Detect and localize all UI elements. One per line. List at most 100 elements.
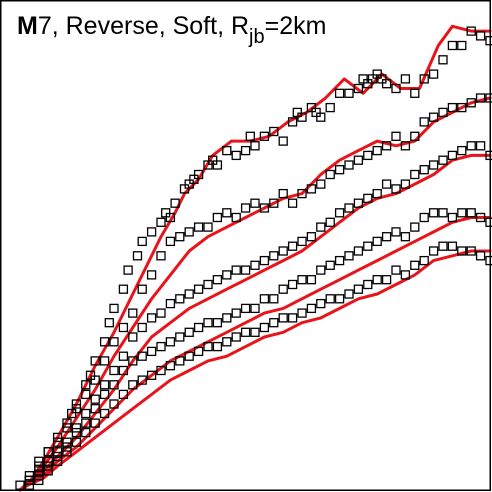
observed-point	[428, 208, 439, 218]
observed-point	[179, 184, 190, 194]
observed-point	[334, 208, 345, 218]
observed-point	[372, 236, 382, 247]
observed-point	[457, 40, 467, 51]
observed-point	[193, 284, 204, 294]
observed-point	[391, 184, 401, 194]
observed-point	[99, 337, 110, 347]
observed-point	[137, 322, 147, 333]
observed-point	[193, 322, 204, 333]
title-distance: =2km	[265, 12, 327, 40]
observed-point	[372, 69, 382, 79]
observed-point	[52, 451, 63, 462]
observed-point	[466, 141, 476, 151]
observed-point	[400, 270, 411, 280]
observed-point	[62, 442, 72, 452]
observed-point	[99, 408, 110, 419]
observed-point	[419, 212, 429, 223]
observed-point	[287, 241, 298, 251]
observed-point	[316, 179, 326, 189]
observed-point	[118, 284, 129, 294]
fitted-curve-5	[18, 249, 492, 492]
observed-point	[428, 112, 439, 122]
observed-point	[175, 332, 185, 342]
observed-point	[222, 337, 232, 347]
observed-point	[353, 198, 364, 208]
observed-point	[90, 356, 100, 366]
observed-point	[146, 313, 157, 323]
title-magnitude-value: 7	[38, 12, 52, 40]
observed-point	[109, 380, 119, 390]
observed-point	[62, 447, 72, 457]
observed-point	[353, 246, 364, 256]
observed-point	[438, 107, 448, 118]
observed-point	[118, 351, 129, 361]
observed-point	[99, 380, 110, 390]
observed-point	[208, 155, 218, 165]
observed-point	[297, 188, 307, 199]
observed-point	[287, 313, 298, 323]
observed-point	[128, 380, 138, 390]
observed-point	[203, 318, 213, 328]
observed-point	[165, 298, 176, 309]
observed-point	[52, 447, 63, 457]
observed-point	[175, 294, 185, 304]
observed-point	[419, 165, 429, 175]
observed-point	[156, 308, 166, 318]
observed-point	[250, 141, 260, 151]
observed-point	[306, 275, 317, 285]
observed-point	[358, 74, 368, 84]
observed-point	[34, 475, 44, 486]
observed-point	[146, 346, 157, 357]
observed-point	[132, 251, 143, 261]
observed-point	[410, 131, 420, 141]
observed-point	[156, 217, 166, 227]
observed-point	[475, 212, 486, 223]
observed-point	[175, 232, 185, 242]
observed-point	[231, 308, 241, 318]
observed-point	[419, 117, 429, 127]
observed-point	[457, 208, 467, 218]
observed-point	[447, 102, 458, 113]
observed-point	[259, 255, 270, 266]
observed-point	[250, 198, 260, 208]
observed-point	[43, 447, 53, 457]
observed-point	[325, 169, 335, 180]
observed-point	[128, 332, 138, 342]
observed-point	[99, 356, 110, 366]
observed-series-4	[24, 208, 492, 486]
observed-point	[109, 399, 119, 409]
observed-point	[184, 289, 194, 299]
observed-point	[475, 141, 486, 151]
observed-point	[109, 337, 119, 347]
observed-point	[287, 198, 298, 208]
observed-point	[466, 208, 476, 218]
observed-point	[297, 236, 307, 247]
fitted-curve-4	[18, 216, 492, 492]
observed-point	[410, 169, 420, 180]
observed-point	[137, 351, 147, 361]
observed-point	[466, 26, 476, 36]
observed-point	[67, 408, 77, 419]
observed-point	[381, 79, 392, 89]
observed-point	[438, 55, 448, 65]
observed-point	[391, 83, 401, 94]
observed-point	[269, 126, 279, 137]
observed-point	[344, 160, 354, 170]
observed-point	[250, 327, 260, 337]
observed-point	[316, 298, 326, 309]
observed-point	[212, 341, 223, 352]
observed-point	[353, 155, 364, 165]
observed-point	[128, 356, 138, 366]
observed-point	[363, 150, 373, 161]
observed-point	[118, 322, 129, 333]
observed-point	[240, 203, 251, 213]
observed-point	[381, 275, 392, 285]
observed-point	[62, 437, 72, 447]
observed-point	[193, 222, 204, 232]
observed-point	[123, 265, 133, 275]
observed-point	[222, 313, 232, 323]
observed-point	[287, 117, 298, 127]
observed-point	[457, 246, 467, 256]
observed-point	[81, 408, 91, 419]
observed-point	[52, 456, 63, 466]
